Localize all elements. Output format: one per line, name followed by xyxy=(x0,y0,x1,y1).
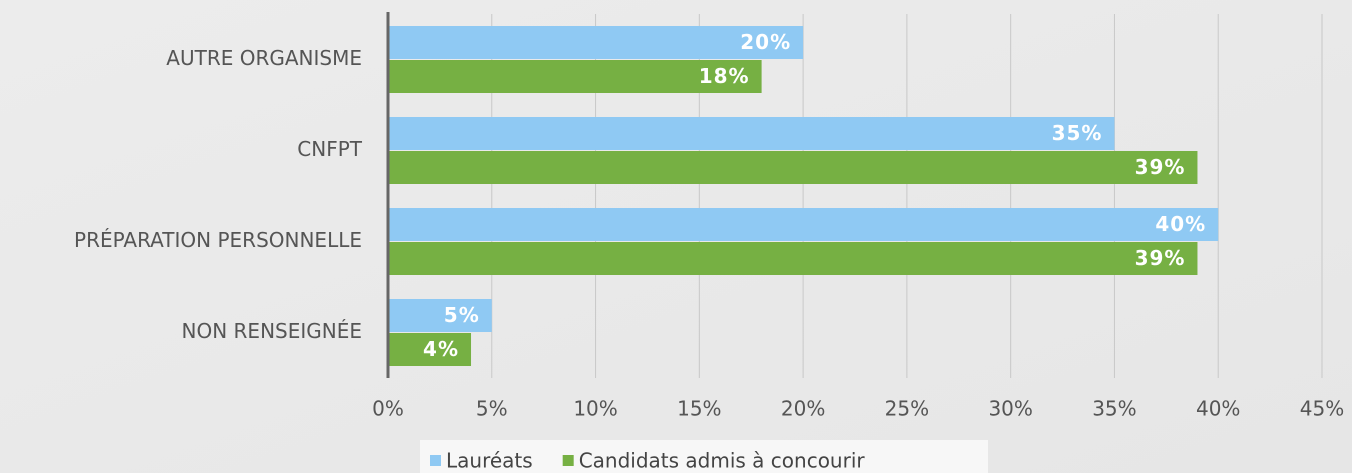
x-tick-label: 35% xyxy=(1092,397,1136,421)
bar xyxy=(388,208,1219,241)
y-tick-label: CNFPT xyxy=(297,137,362,161)
value-label: 18% xyxy=(699,64,750,88)
x-tick-label: 45% xyxy=(1300,397,1344,421)
value-label: 39% xyxy=(1135,246,1186,270)
value-label: 4% xyxy=(423,337,459,361)
bar xyxy=(388,117,1115,150)
bar xyxy=(388,26,804,59)
value-label: 20% xyxy=(740,30,791,54)
x-tick-label: 10% xyxy=(573,397,617,421)
x-tick-label: 25% xyxy=(885,397,929,421)
bar xyxy=(388,242,1198,275)
x-tick-label: 15% xyxy=(677,397,721,421)
value-label: 39% xyxy=(1135,155,1186,179)
bar xyxy=(388,333,472,366)
bar xyxy=(388,151,1198,184)
x-tick-label: 5% xyxy=(476,397,508,421)
x-tick-label: 30% xyxy=(988,397,1032,421)
y-tick-label: AUTRE ORGANISME xyxy=(166,46,362,70)
legend-swatch xyxy=(430,455,441,466)
x-tick-label: 20% xyxy=(781,397,825,421)
legend-swatch xyxy=(562,455,574,466)
x-tick-label: 40% xyxy=(1196,397,1240,421)
value-label: 40% xyxy=(1155,212,1206,236)
legend-label: Lauréats xyxy=(446,449,533,473)
value-label: 35% xyxy=(1052,121,1103,145)
bar xyxy=(388,60,762,93)
y-tick-label: NON RENSEIGNÉE xyxy=(182,319,362,343)
legend-box xyxy=(420,440,988,473)
value-label: 5% xyxy=(444,303,480,327)
legend-label: Candidats admis à concourir xyxy=(579,449,866,473)
y-tick-label: PRÉPARATION PERSONNELLE xyxy=(74,228,362,252)
bar xyxy=(388,299,492,332)
x-tick-label: 0% xyxy=(372,397,404,421)
